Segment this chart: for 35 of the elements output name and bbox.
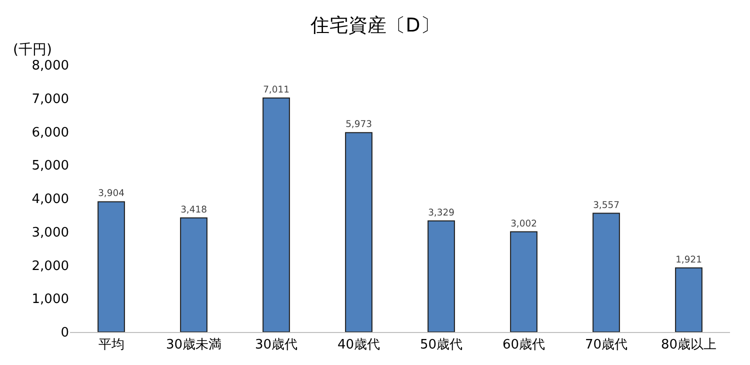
bar <box>428 220 455 332</box>
x-tick-label: 40歳代 <box>337 338 380 353</box>
data-label: 3,418 <box>180 204 208 216</box>
data-label: 5,973 <box>346 119 372 130</box>
bar <box>180 217 208 332</box>
x-tick-label: 平均 <box>98 338 124 353</box>
data-label: 3,329 <box>428 207 455 218</box>
y-tick-label: 4,000 <box>32 192 69 208</box>
data-label: 7,011 <box>263 84 290 96</box>
y-tick-label: 3,000 <box>32 225 69 240</box>
y-tick-label: 0 <box>60 326 69 341</box>
x-tick-label: 50歳代 <box>420 338 463 353</box>
x-tick-label: 30歳代 <box>254 338 298 353</box>
y-axis-title: (千円) <box>13 42 52 58</box>
y-tick-label: 8,000 <box>32 58 69 74</box>
y-tick-label: 6,000 <box>32 125 69 140</box>
bar <box>592 212 620 332</box>
y-tick-label: 5,000 <box>32 158 69 174</box>
data-label: 3,904 <box>98 188 125 200</box>
x-tick-label: 80歳以上 <box>660 338 717 353</box>
bar <box>675 267 702 332</box>
x-tick-label: 30歳未満 <box>166 338 222 353</box>
data-label: 3,557 <box>593 200 620 211</box>
x-tick-label: 70歳代 <box>584 338 628 353</box>
data-label: 3,002 <box>510 218 537 230</box>
bar <box>98 201 125 332</box>
bar <box>345 132 372 332</box>
y-tick-label: 2,000 <box>32 258 69 274</box>
bar <box>510 231 538 332</box>
bar <box>262 98 290 332</box>
x-tick-label: 60歳代 <box>502 338 546 353</box>
chart-title: 住宅資産〔D〕 <box>310 14 440 37</box>
y-tick-label: 1,000 <box>32 292 69 308</box>
y-tick-label: 7,000 <box>32 92 69 107</box>
data-label: 1,921 <box>676 254 702 266</box>
